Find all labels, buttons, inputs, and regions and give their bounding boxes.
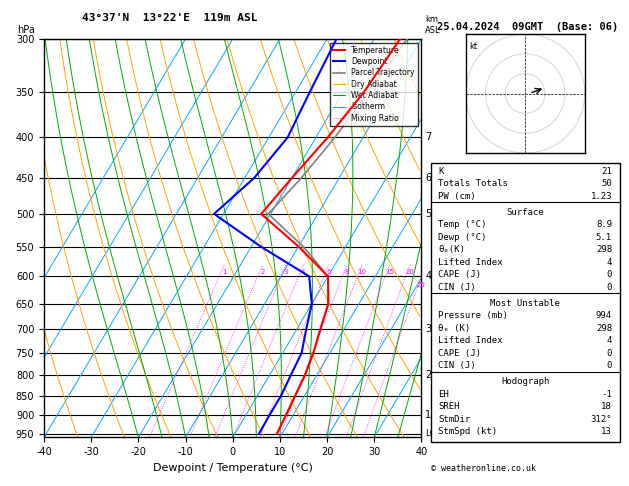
Text: 13: 13 — [601, 427, 612, 436]
Text: Pressure (mb): Pressure (mb) — [438, 311, 508, 320]
Text: 15: 15 — [385, 269, 394, 275]
Text: 0: 0 — [606, 270, 612, 279]
Text: 25: 25 — [417, 282, 425, 288]
Text: Lifted Index: Lifted Index — [438, 336, 503, 345]
Text: 6: 6 — [425, 173, 431, 183]
Text: 4: 4 — [425, 271, 431, 281]
Text: Dewp (°C): Dewp (°C) — [438, 233, 487, 242]
Text: Hodograph: Hodograph — [501, 378, 549, 386]
Text: PW (cm): PW (cm) — [438, 191, 476, 201]
Text: 298: 298 — [596, 324, 612, 333]
Text: kt: kt — [470, 42, 478, 51]
Text: CIN (J): CIN (J) — [438, 282, 476, 292]
Text: Temp (°C): Temp (°C) — [438, 220, 487, 229]
Text: 4: 4 — [606, 258, 612, 267]
Text: 18: 18 — [601, 402, 612, 411]
Text: 3: 3 — [284, 269, 288, 275]
Text: 8: 8 — [345, 269, 350, 275]
Text: 3: 3 — [425, 324, 431, 334]
Text: 298: 298 — [596, 245, 612, 254]
Text: CIN (J): CIN (J) — [438, 361, 476, 370]
Text: 4: 4 — [606, 336, 612, 345]
Text: 7: 7 — [425, 133, 431, 142]
Text: StmSpd (kt): StmSpd (kt) — [438, 427, 498, 436]
Text: km
ASL: km ASL — [425, 16, 441, 35]
Text: 10: 10 — [357, 269, 367, 275]
Text: 994: 994 — [596, 311, 612, 320]
Text: EH: EH — [438, 390, 449, 399]
Text: Lifted Index: Lifted Index — [438, 258, 503, 267]
Text: Surface: Surface — [506, 208, 544, 217]
Text: 43°37'N  13°22'E  119m ASL: 43°37'N 13°22'E 119m ASL — [82, 13, 257, 23]
Text: 2: 2 — [425, 370, 431, 380]
Text: 312°: 312° — [591, 415, 612, 424]
X-axis label: Dewpoint / Temperature (°C): Dewpoint / Temperature (°C) — [153, 463, 313, 473]
Text: 25.04.2024  09GMT  (Base: 06): 25.04.2024 09GMT (Base: 06) — [437, 22, 618, 32]
Text: θₑ (K): θₑ (K) — [438, 324, 470, 333]
Text: 0: 0 — [606, 361, 612, 370]
Text: 8.9: 8.9 — [596, 220, 612, 229]
Text: 50: 50 — [601, 179, 612, 188]
Text: StmDir: StmDir — [438, 415, 470, 424]
Text: 1.23: 1.23 — [591, 191, 612, 201]
Text: θₑ(K): θₑ(K) — [438, 245, 465, 254]
Text: CAPE (J): CAPE (J) — [438, 270, 481, 279]
Text: © weatheronline.co.uk: © weatheronline.co.uk — [431, 465, 536, 473]
Text: 1: 1 — [222, 269, 226, 275]
Text: 4: 4 — [301, 269, 306, 275]
Text: -1: -1 — [601, 390, 612, 399]
Legend: Temperature, Dewpoint, Parcel Trajectory, Dry Adiabat, Wet Adiabat, Isotherm, Mi: Temperature, Dewpoint, Parcel Trajectory… — [330, 43, 418, 125]
Text: 5: 5 — [425, 209, 431, 219]
Text: 20: 20 — [406, 269, 415, 275]
Text: LCL: LCL — [425, 429, 440, 438]
Text: 6: 6 — [326, 269, 331, 275]
Text: SREH: SREH — [438, 402, 460, 411]
Text: K: K — [438, 167, 444, 175]
Text: Mixing Ratio (g/kg): Mixing Ratio (g/kg) — [467, 192, 477, 284]
Text: Totals Totals: Totals Totals — [438, 179, 508, 188]
Text: hPa: hPa — [18, 25, 35, 35]
Text: 21: 21 — [601, 167, 612, 175]
Text: 0: 0 — [606, 348, 612, 358]
Text: Most Unstable: Most Unstable — [490, 299, 560, 308]
Text: 2: 2 — [260, 269, 265, 275]
Text: 1: 1 — [425, 410, 431, 420]
Text: 0: 0 — [606, 282, 612, 292]
Text: 5.1: 5.1 — [596, 233, 612, 242]
Text: CAPE (J): CAPE (J) — [438, 348, 481, 358]
